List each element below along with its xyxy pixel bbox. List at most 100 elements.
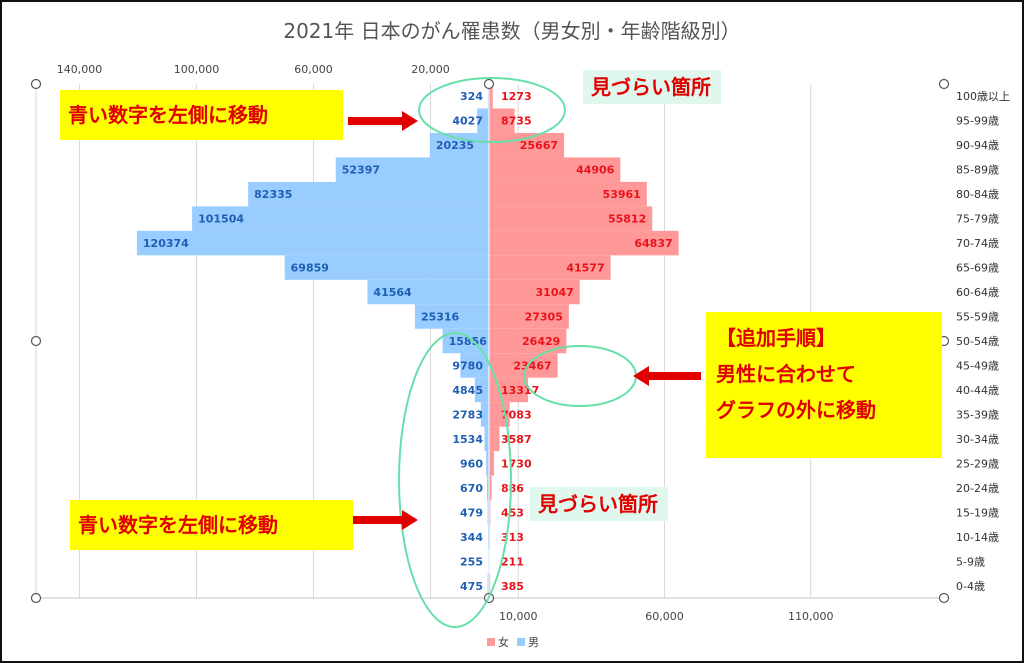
data-label-female: 23467	[513, 359, 551, 372]
note-move-blue-numbers-top: 青い数字を左側に移動	[60, 90, 343, 140]
bar-male	[248, 181, 489, 207]
bar-female	[489, 279, 580, 305]
bar-female	[489, 132, 565, 158]
data-label-male: 255	[460, 555, 483, 568]
arrow-bottom-left	[348, 510, 418, 530]
data-label-male: 475	[460, 580, 483, 593]
data-label-male: 101504	[198, 213, 244, 226]
axes: 140,000 100,000 60,000 20,000 10,000 60,000 11…	[57, 63, 1010, 649]
top-axis-tick-label: 140,000	[57, 63, 103, 76]
data-label-male: 1534	[452, 433, 483, 446]
bar-female	[489, 157, 621, 182]
bar-female	[489, 84, 493, 109]
legend-swatch-female	[487, 638, 495, 646]
data-label-female: 13317	[501, 384, 539, 397]
selection-handle	[938, 78, 950, 90]
note-extra-steps-line-1: 【追加手順】	[716, 326, 836, 350]
category-label: 25-29歳	[956, 457, 999, 470]
data-label-male: 120374	[143, 237, 189, 250]
bar-male	[480, 402, 489, 427]
data-label-female: 26429	[522, 335, 560, 348]
note-move-blue-numbers-bottom: 青い数字を左側に移動	[70, 500, 353, 550]
bar-male	[460, 353, 489, 378]
highlight-ring-top	[418, 77, 566, 143]
data-label-male: 670	[460, 482, 483, 495]
category-label: 10-14歳	[956, 531, 999, 544]
note-extra-steps-line-2: 男性に合わせて	[716, 362, 856, 386]
data-label-female: 1730	[501, 457, 532, 470]
data-label-male: 82335	[254, 188, 292, 201]
category-label: 90-94歳	[956, 139, 999, 152]
bar-female	[489, 230, 679, 256]
bottom-axis-tick-label: 110,000	[788, 610, 834, 623]
data-label-female: 7083	[501, 408, 532, 421]
category-label: 95-99歳	[956, 115, 999, 128]
bar-female	[489, 304, 569, 329]
category-label: 65-69歳	[956, 262, 999, 275]
data-label-male: 52397	[342, 164, 380, 177]
top-axis-tick-label: 20,000	[411, 63, 450, 76]
selection-handle	[483, 78, 495, 90]
bar-male	[192, 206, 489, 231]
bar-male	[487, 524, 489, 550]
category-label: 30-34歳	[956, 433, 999, 446]
arrow-top-left	[348, 111, 418, 131]
chart-title: 2021年 日本のがん罹患数（男女別・年齢階級別）	[283, 19, 740, 43]
category-label: 70-74歳	[956, 237, 999, 250]
data-label-male: 324	[460, 90, 483, 103]
selection-handle	[30, 592, 42, 604]
data-label-female: 53961	[603, 188, 641, 201]
category-label: 20-24歳	[956, 482, 999, 495]
data-label-male: 4027	[452, 115, 483, 128]
category-label: 75-79歳	[956, 213, 999, 226]
data-label-male: 41564	[373, 286, 412, 299]
bar-female	[489, 426, 500, 452]
bar-female	[489, 475, 492, 501]
data-label-female: 31047	[536, 286, 574, 299]
data-label-female: 55812	[608, 213, 646, 226]
data-label-male: 344	[460, 531, 483, 544]
bar-male	[335, 157, 489, 182]
bar-female	[489, 500, 491, 525]
bar-female	[489, 451, 495, 476]
category-label: 55-59歳	[956, 311, 999, 324]
highlight-ring-bottom	[398, 332, 512, 628]
data-label-female: 886	[501, 482, 524, 495]
bar-male	[487, 500, 489, 525]
category-label: 45-49歳	[956, 359, 999, 372]
category-label: 15-19歳	[956, 506, 999, 519]
bar-male	[487, 573, 489, 598]
category-label: 0-4歳	[956, 580, 985, 593]
bar-male	[284, 255, 489, 280]
bar-female	[489, 573, 491, 598]
bar-female	[489, 255, 611, 280]
data-label-female: 25667	[520, 139, 558, 152]
data-label-female: 385	[501, 580, 524, 593]
top-axis-tick-label: 100,000	[174, 63, 220, 76]
bars	[136, 84, 679, 598]
data-label-male: 479	[460, 506, 483, 519]
bar-female	[489, 377, 528, 403]
data-label-female: 41577	[566, 262, 604, 275]
bar-male	[486, 451, 489, 476]
data-label-female: 64837	[634, 237, 672, 250]
category-label: 60-64歳	[956, 286, 999, 299]
bar-male	[477, 108, 489, 133]
data-label-male: 2783	[452, 408, 483, 421]
data-label-female: 27305	[525, 311, 563, 324]
bar-female	[489, 108, 515, 133]
bar-male	[487, 475, 489, 501]
data-label-female: 313	[501, 531, 524, 544]
bottom-axis-tick-label: 60,000	[645, 610, 684, 623]
note-hard-to-see-mid: 見づらい箇所	[530, 487, 668, 521]
bar-male	[484, 426, 489, 452]
data-label-female: 453	[501, 506, 524, 519]
bar-male	[414, 304, 489, 329]
legend-label-male: 男	[528, 636, 539, 649]
bar-female	[489, 181, 647, 207]
bar-male	[136, 230, 489, 256]
bar-female	[489, 206, 653, 231]
data-label-female: 3587	[501, 433, 532, 446]
data-label-male: 20235	[436, 139, 474, 152]
data-label-male: 25316	[421, 311, 460, 324]
